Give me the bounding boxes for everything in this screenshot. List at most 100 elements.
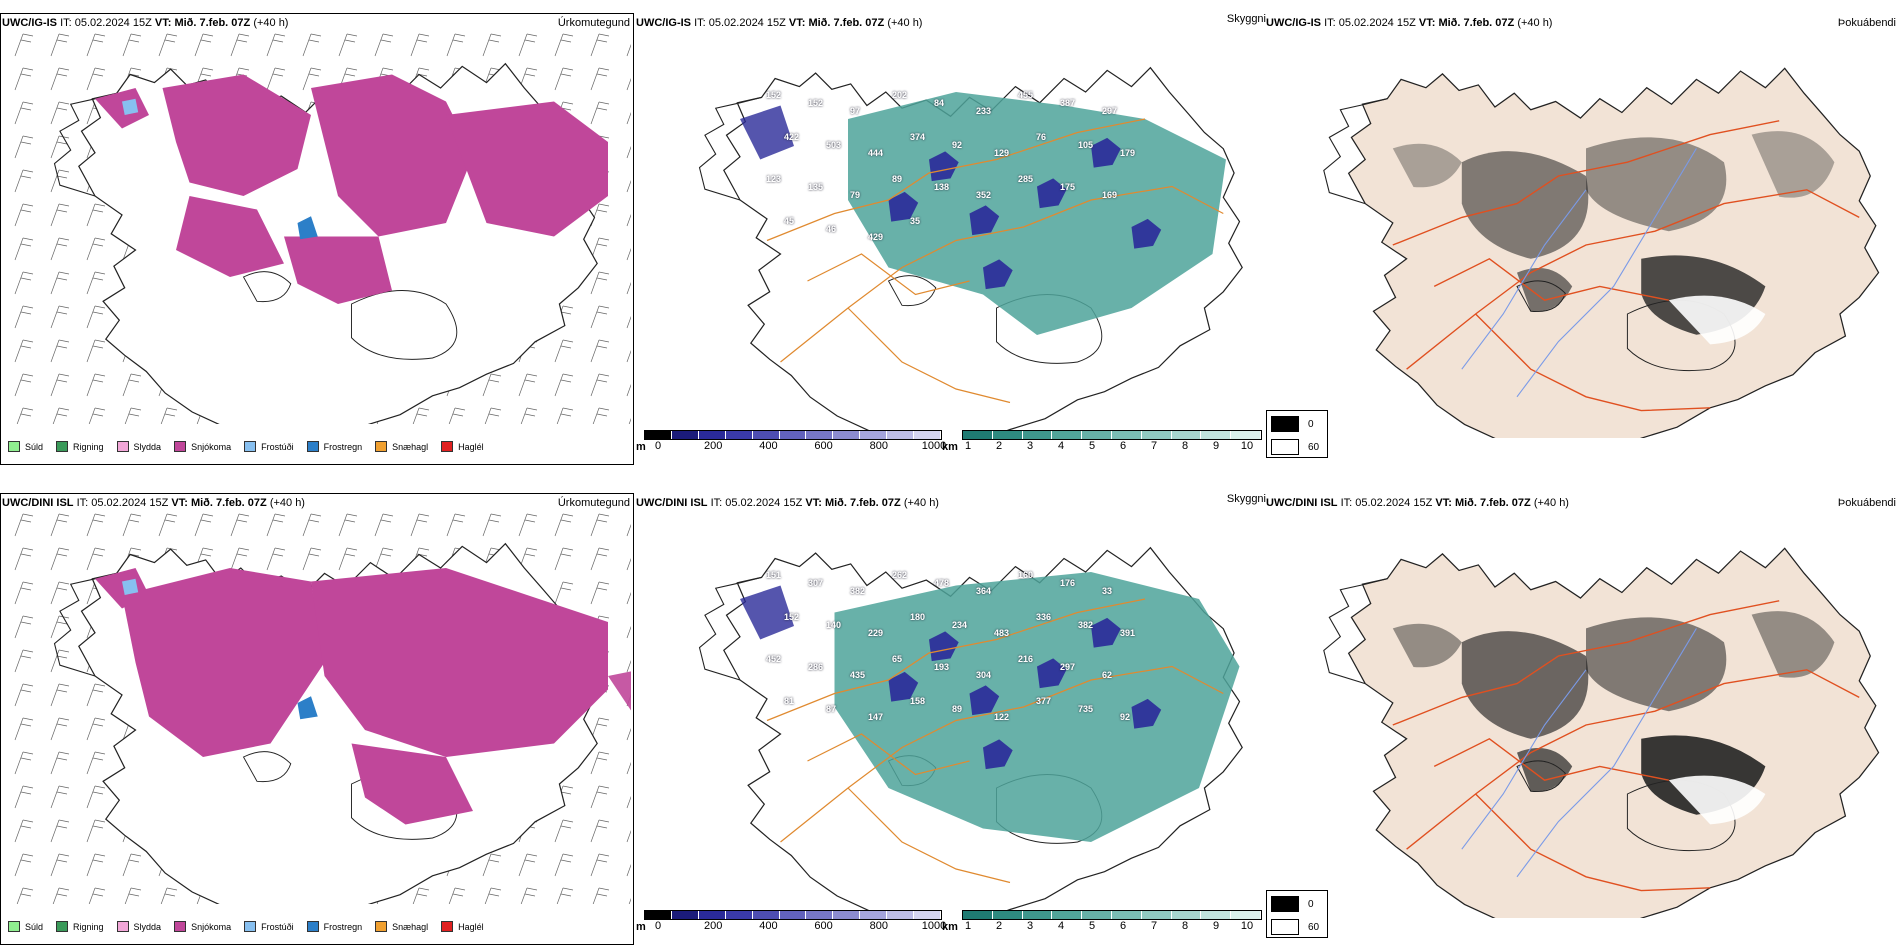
colorbar-cell: [833, 911, 861, 919]
precip-type-map: [14, 513, 631, 904]
colorbar-tick: 9: [1212, 440, 1220, 452]
visibility-value-label: 435: [850, 670, 866, 680]
panel-label-fog-index: Þokuábendi: [1837, 497, 1896, 509]
fog-legend-label: 60: [1308, 921, 1320, 933]
visibility-value-label: 35: [910, 216, 921, 226]
visibility-unit: km: [942, 921, 958, 933]
visibility-value-label: 455: [1018, 90, 1034, 100]
visibility-value-label: 33: [1102, 586, 1113, 596]
visibility-colorbar: 1 2 3 4 5 6 7 8 9 10: [962, 910, 1262, 934]
vt-label: VT:: [154, 17, 172, 29]
colorbar-cell: [645, 431, 672, 439]
legend-item: Frostregn: [306, 921, 363, 932]
legend-swatch: [375, 921, 388, 932]
legend-swatch: [56, 441, 69, 452]
colorbar-tick: 600: [814, 440, 833, 452]
colorbar-tick: 200: [704, 920, 723, 932]
colorbar-tick: 4: [1057, 920, 1065, 932]
legend-label: Slydda: [133, 921, 162, 932]
colorbar-cell: [779, 911, 807, 919]
visibility-value-label: 89: [892, 174, 903, 184]
panel-label-precip-type: Úrkomutegund: [557, 497, 630, 509]
colorbar-cell: [1171, 911, 1202, 919]
visibility-value-label: 452: [766, 654, 782, 664]
it-value: 05.02.2024 15Z: [1355, 497, 1433, 509]
visibility-value-label: 234: [952, 620, 968, 630]
map-frame: [0, 493, 634, 945]
legend-label: Súld: [25, 921, 44, 932]
visibility-value-label: 735: [1078, 704, 1094, 714]
visibility-value-label: 169: [1102, 190, 1118, 200]
colorbar-tick: 800: [869, 440, 888, 452]
road-network: [766, 118, 1224, 404]
colorbar-tick: 2: [995, 920, 1003, 932]
legend-swatch: [174, 441, 187, 452]
colorbar-cell: [963, 431, 993, 439]
it-label: IT:: [710, 497, 723, 509]
colorbar-cell: [698, 911, 726, 919]
visibility-value-label: 382: [850, 586, 866, 596]
visibility-map: [698, 66, 1243, 438]
colorbar-tick: 1: [964, 920, 972, 932]
lead-time: (+40 h): [1517, 17, 1553, 29]
legend-item: Rigning: [56, 441, 104, 452]
visibility-value-label: 135: [808, 182, 824, 192]
vt-label: VT:: [805, 497, 822, 509]
fog-legend-row: 60: [1271, 917, 1323, 937]
model-name: UWC/DINI ISL: [636, 497, 708, 509]
visibility-value-label: 216: [1018, 654, 1034, 664]
it-value: 05.02.2024 15Z: [1338, 17, 1416, 29]
colorbar-cell: [1111, 431, 1142, 439]
visibility-value-label: 62: [1102, 670, 1113, 680]
legend-label: Snæhagl: [392, 921, 429, 932]
colorbar-cell: [806, 911, 834, 919]
lead-time: (+40 h): [1533, 497, 1569, 509]
colorbar-tick: 8: [1181, 920, 1189, 932]
it-label: IT:: [76, 497, 89, 509]
colorbar-cell: [1111, 911, 1142, 919]
visibility-value-label: 352: [976, 190, 992, 200]
model-name: UWC/DINI ISL: [1266, 497, 1338, 509]
visibility-value-label: 297: [1102, 106, 1118, 116]
visibility-value-label: 382: [1078, 620, 1094, 630]
colorbar-cell: [779, 431, 807, 439]
fog-legend-swatch: [1271, 439, 1299, 455]
legend-swatch: [8, 921, 20, 932]
legend-label: Frostúði: [261, 441, 294, 452]
colorbar-cell: [1141, 431, 1172, 439]
legend-item: Frostregn: [306, 441, 363, 452]
visibility-value-label: 138: [934, 182, 950, 192]
fog-legend-label: 60: [1308, 441, 1320, 453]
colorbar-tick: 7: [1150, 920, 1158, 932]
visibility-value-label: 304: [976, 670, 992, 680]
colorbar-cell: [752, 911, 780, 919]
colorbar-cell: [1141, 911, 1172, 919]
precip-type-legend: Súld Rigning Slydda Snjókoma Frostúði Frostre…: [8, 441, 494, 452]
road-network: [1392, 600, 1860, 892]
legend-item: Rigning: [56, 921, 104, 932]
precip-type-map: [14, 33, 631, 424]
legend-label: Frostregn: [323, 441, 363, 452]
visibility-value-label: 377: [1036, 696, 1052, 706]
visibility-value-label: 262: [892, 570, 908, 580]
colorbar-cell: [833, 431, 861, 439]
vt-value: Mið. 7.feb. 07Z: [1438, 17, 1515, 29]
colorbar-cell: [806, 431, 834, 439]
precip-type-panel: UWC/IG-IS IT: 05.02.2024 15Z VT: Mið. 7.…: [0, 0, 640, 470]
colorbar-cell: [1082, 431, 1112, 439]
visibility-value-label: 140: [826, 620, 842, 630]
panel-title: UWC/DINI ISL IT: 05.02.2024 15Z VT: Mið.…: [2, 497, 305, 509]
visibility-value-label: 123: [766, 174, 782, 184]
legend-label: Frostregn: [323, 921, 363, 932]
colorbar-tick: 1: [964, 440, 972, 452]
fog-legend-row: 60: [1271, 437, 1323, 457]
colorbar-cell: [1022, 431, 1053, 439]
visibility-value-label: 179: [1120, 148, 1136, 158]
height-unit: m: [636, 921, 646, 933]
colorbar-cell: [887, 431, 915, 439]
visibility-value-label: 364: [976, 586, 992, 596]
legend-label: Snæhagl: [392, 441, 429, 452]
vt-label: VT:: [171, 497, 188, 509]
colorbar-cell: [1171, 431, 1202, 439]
legend-swatch: [244, 921, 257, 932]
